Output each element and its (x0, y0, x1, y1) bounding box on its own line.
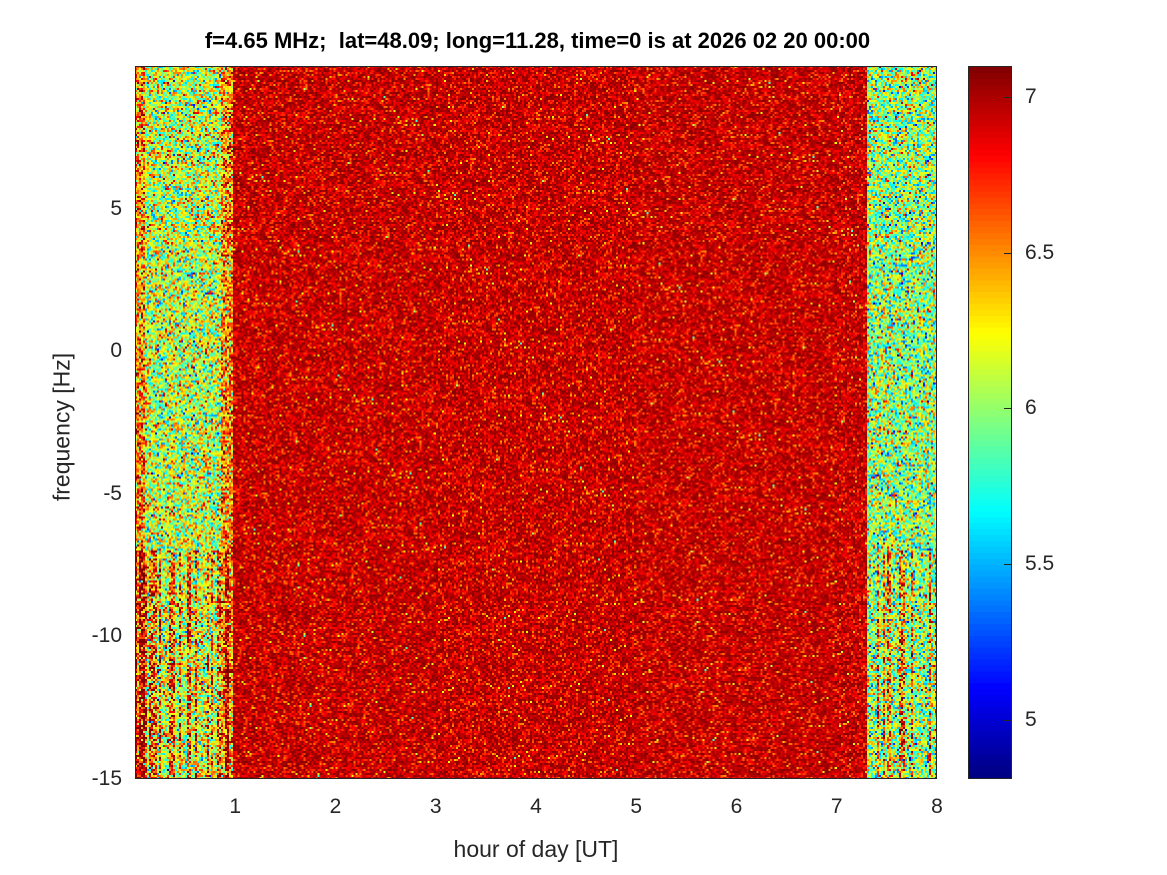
x-tick-label: 8 (931, 795, 943, 818)
x-axis-label: hour of day [UT] (453, 836, 619, 862)
x-tick-label: 5 (630, 795, 643, 818)
plot-axes-box (135, 66, 937, 779)
x-tick-label: 7 (830, 795, 843, 818)
y-tick-label: -5 (103, 481, 122, 505)
colorbar-tick-mark (1004, 252, 1012, 254)
x-tick-label: 1 (229, 795, 242, 818)
x-tick-label: 3 (429, 795, 442, 818)
colorbar-tick-label: 7 (1025, 85, 1037, 109)
x-tick-label: 4 (530, 795, 542, 818)
colorbar-tick-mark (1004, 408, 1012, 410)
x-tick-label: 2 (329, 795, 342, 818)
y-axis-label: frequency [Hz] (48, 352, 75, 502)
chart-title: f=4.65 MHz; lat=48.09; long=11.28, time=… (204, 28, 871, 53)
y-tick-label: -15 (91, 767, 122, 790)
y-tick-label: 0 (110, 339, 122, 363)
colorbar-tick-label: 5 (1025, 707, 1037, 731)
x-tick-label: 6 (730, 795, 743, 818)
colorbar-tick-label: 5.5 (1025, 552, 1055, 576)
spectrogram-heatmap (135, 66, 937, 779)
y-tick-label: 5 (110, 196, 122, 220)
colorbar-tick-label: 6.5 (1025, 240, 1055, 264)
colorbar-tick-mark (1004, 719, 1012, 721)
colorbar-tick-mark (1004, 564, 1012, 566)
colorbar-tick-mark (1004, 97, 1012, 99)
y-tick-label: -10 (91, 624, 122, 648)
colorbar-tick-label: 6 (1025, 396, 1037, 420)
colorbar (968, 66, 1012, 779)
